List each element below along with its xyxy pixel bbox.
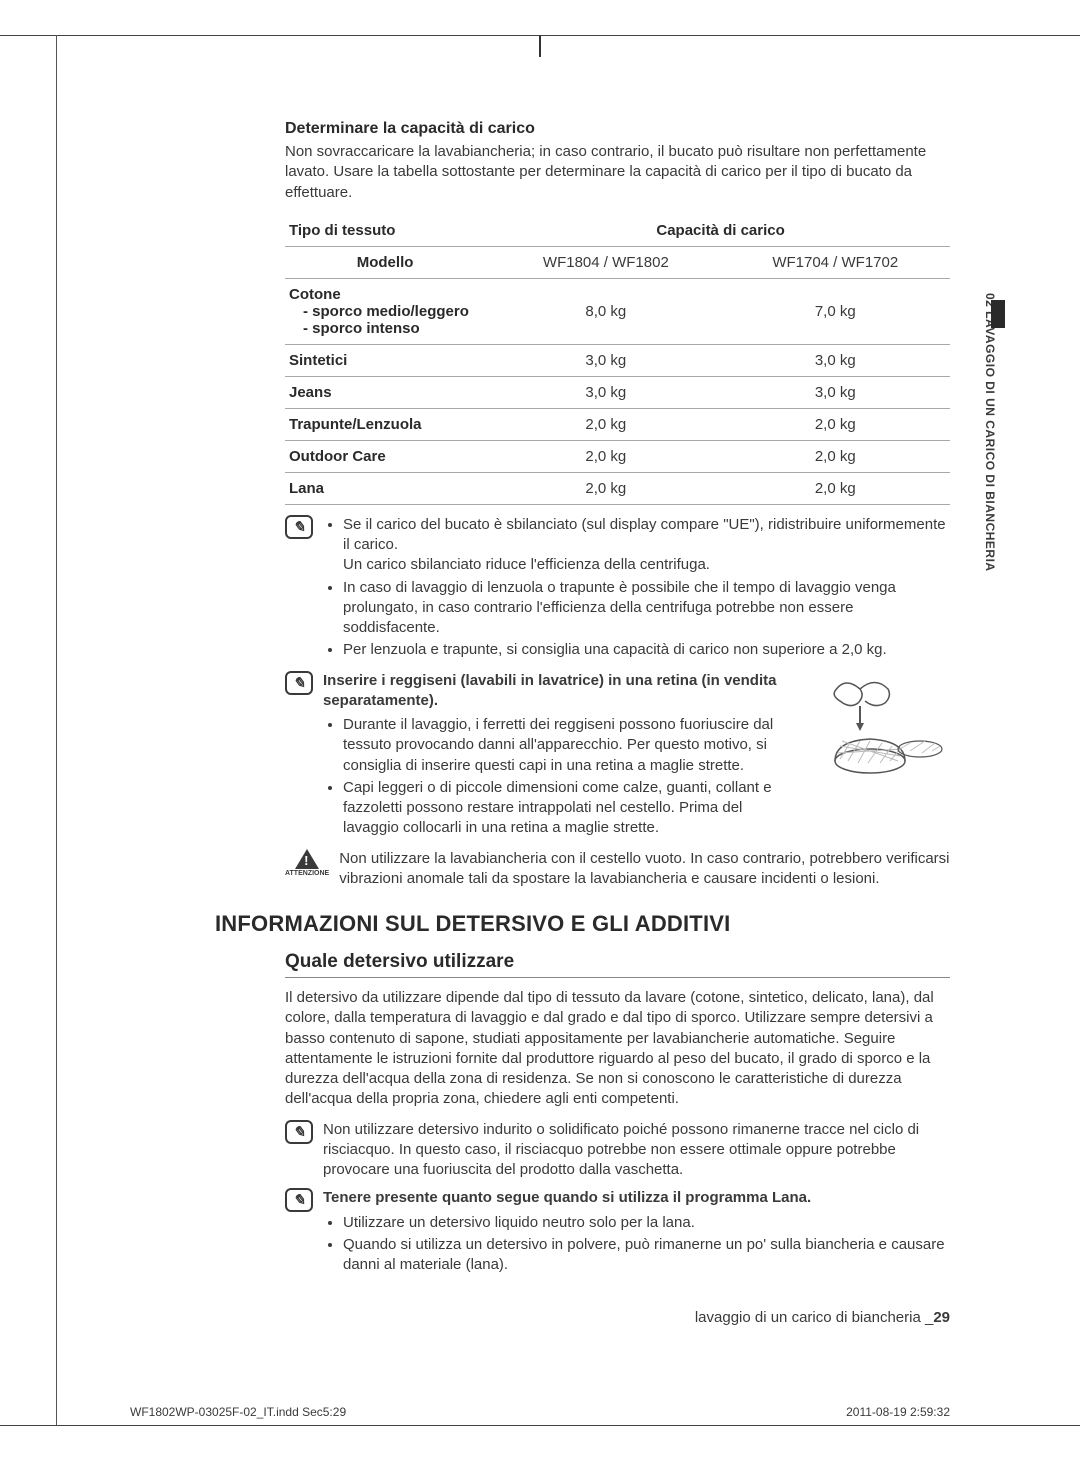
which-detergent-subtitle: Quale detersivo utilizzare <box>285 951 950 973</box>
row-label: Jeans <box>285 376 491 408</box>
detergent-title: INFORMAZIONI SUL DETERSIVO E GLI ADDITIV… <box>215 911 950 937</box>
note-title: Tenere presente quanto segue quando si u… <box>323 1188 950 1208</box>
divider <box>285 977 950 978</box>
bra-net-illustration <box>810 671 950 791</box>
print-file: WF1802WP-03025F-02_IT.indd Sec5:29 <box>130 1405 346 1419</box>
note-item: Utilizzare un detersivo liquido neutro s… <box>343 1213 950 1233</box>
row-label: Outdoor Care <box>285 440 491 472</box>
capacity-table: Tipo di tessuto Capacità di carico Model… <box>285 215 950 505</box>
warning-empty: ATTENZIONE Non utilizzare la lavabianche… <box>285 849 950 890</box>
print-date: 2011-08-19 2:59:32 <box>846 1405 950 1419</box>
note-icon: ✎ <box>285 671 313 695</box>
row-label: Lana <box>285 472 491 504</box>
cell: 2,0 kg <box>491 472 720 504</box>
detergent-para: Il detersivo da utilizzare dipende dal t… <box>285 988 950 1110</box>
cell: 2,0 kg <box>721 408 950 440</box>
note-bra: ✎ Inserire i reggiseni (lavabili in lava… <box>285 671 950 841</box>
note-title: Inserire i reggiseni (lavabili in lavatr… <box>323 671 798 712</box>
warning-text: Non utilizzare la lavabiancheria con il … <box>339 849 950 890</box>
note-item: Capi leggeri o di piccole dimensioni com… <box>343 778 798 839</box>
note-icon: ✎ <box>285 515 313 539</box>
note-icon: ✎ <box>285 1120 313 1144</box>
row-label: Trapunte/Lenzuola <box>285 408 491 440</box>
print-marks: WF1802WP-03025F-02_IT.indd Sec5:29 2011-… <box>130 1405 950 1419</box>
warning-icon: ATTENZIONE <box>285 849 329 890</box>
th-capacity: Capacità di carico <box>491 215 950 247</box>
note-item: Se il carico del bucato è sbilanciato (s… <box>343 515 950 576</box>
cell: 7,0 kg <box>721 278 950 344</box>
page-content: Determinare la capacità di carico Non so… <box>0 0 1080 1345</box>
cell: 2,0 kg <box>491 440 720 472</box>
th-fabric: Tipo di tessuto <box>285 215 491 247</box>
note-icon: ✎ <box>285 1188 313 1212</box>
note-item: Per lenzuola e trapunte, si consiglia un… <box>343 640 950 660</box>
cell: 3,0 kg <box>721 344 950 376</box>
page-footer: lavaggio di un carico di biancheria _29 <box>695 1309 950 1326</box>
note-hardened: ✎ Non utilizzare detersivo indurito o so… <box>285 1120 950 1181</box>
th-model: Modello <box>285 246 491 278</box>
row-label: Sintetici <box>285 344 491 376</box>
note-item: Durante il lavaggio, i ferretti dei regg… <box>343 715 798 776</box>
cell: 2,0 kg <box>491 408 720 440</box>
capacity-intro: Non sovraccaricare la lavabiancheria; in… <box>285 142 950 203</box>
cell: 3,0 kg <box>491 344 720 376</box>
note-balance: ✎ Se il carico del bucato è sbilanciato … <box>285 515 950 663</box>
model-b: WF1704 / WF1702 <box>721 246 950 278</box>
model-a: WF1804 / WF1802 <box>491 246 720 278</box>
row-cotton: Cotone - sporco medio/leggero - sporco i… <box>285 278 491 344</box>
cell: 3,0 kg <box>491 376 720 408</box>
cell: 2,0 kg <box>721 440 950 472</box>
note-item: In caso di lavaggio di lenzuola o trapun… <box>343 578 950 639</box>
capacity-heading: Determinare la capacità di carico <box>285 120 950 138</box>
note-item: Quando si utilizza un detersivo in polve… <box>343 1235 950 1276</box>
cell: 2,0 kg <box>721 472 950 504</box>
cell: 8,0 kg <box>491 278 720 344</box>
note-text: Non utilizzare detersivo indurito o soli… <box>323 1120 950 1181</box>
note-wool: ✎ Tenere presente quanto segue quando si… <box>285 1188 950 1277</box>
crop-mark <box>0 1425 1080 1426</box>
cell: 3,0 kg <box>721 376 950 408</box>
